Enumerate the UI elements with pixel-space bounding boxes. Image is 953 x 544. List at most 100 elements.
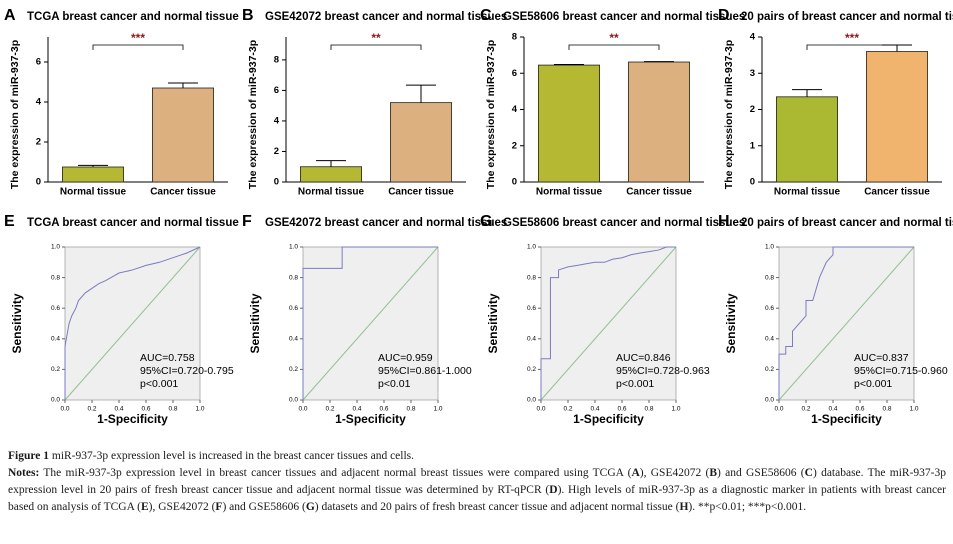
y-tick-label: 1.0 xyxy=(51,244,60,251)
roc-annotation: p<0.01 xyxy=(378,378,411,390)
x-tick-label: 1.0 xyxy=(909,406,918,413)
y-tick-label: 0 xyxy=(274,177,279,188)
notes-segment: D xyxy=(549,484,558,496)
panel-letter: H xyxy=(718,213,730,230)
x-tick-label: 0.6 xyxy=(855,406,864,413)
y-tick-label: 4 xyxy=(750,32,756,43)
roc-annotation: p<0.001 xyxy=(140,378,178,390)
y-tick-label: 0.8 xyxy=(527,274,536,281)
y-tick-label: 0 xyxy=(750,177,755,188)
error-bar xyxy=(792,89,822,97)
y-axis-label: The expression of miR-937-3p xyxy=(723,40,735,189)
caption-line: Figure 1 miR-937-3p expression level is … xyxy=(8,448,946,465)
significance-bracket xyxy=(92,44,184,50)
bar xyxy=(776,96,839,183)
y-tick-label: 4 xyxy=(274,115,280,126)
y-axis-label: The expression of miR-937-3p xyxy=(247,40,259,189)
roc-annotation: p<0.001 xyxy=(854,378,892,390)
panel-letter: G xyxy=(480,213,492,230)
y-axis-label: The expression of miR-937-3p xyxy=(9,40,21,189)
x-tick-label: 0.2 xyxy=(325,406,334,413)
notes-segment: G xyxy=(305,501,315,513)
y-axis-label: Sensitivity xyxy=(724,293,738,353)
x-tick-label: 1.0 xyxy=(671,406,680,413)
x-tick-label: 1.0 xyxy=(433,406,442,413)
y-tick-label: 0.8 xyxy=(289,274,298,281)
x-axis-label: 1-Specificity xyxy=(97,412,168,426)
y-tick-label: 0.0 xyxy=(51,397,60,404)
error-bar xyxy=(554,64,584,66)
significance-label: *** xyxy=(131,31,145,45)
y-tick-label: 6 xyxy=(36,57,41,68)
panel-letter: B xyxy=(242,7,254,24)
panel-letter: F xyxy=(242,213,252,230)
notes-segment: C xyxy=(804,467,813,479)
y-tick-label: 0.4 xyxy=(51,336,60,343)
notes: Notes: The miR-937-3p expression level i… xyxy=(8,465,946,516)
y-tick-label: 1 xyxy=(750,140,756,151)
error-bar xyxy=(78,164,108,167)
x-tick-label: 0.2 xyxy=(801,406,810,413)
notes-segment: F xyxy=(215,501,223,513)
x-axis-label: 1-Specificity xyxy=(811,412,882,426)
significance-label: *** xyxy=(845,31,859,45)
bar xyxy=(538,64,601,183)
roc-annotation: AUC=0.846 xyxy=(616,352,671,364)
y-tick-label: 0.0 xyxy=(289,397,298,404)
y-tick-label: 0 xyxy=(36,177,41,188)
y-tick-label: 1.0 xyxy=(527,244,536,251)
y-tick-label: 0.0 xyxy=(527,397,536,404)
significance-bracket xyxy=(806,44,898,50)
x-tick-label: 0.6 xyxy=(141,406,150,413)
x-tick-label: 0.4 xyxy=(828,406,837,413)
y-tick-label: 0.2 xyxy=(527,366,536,373)
x-tick-label: Normal tissue xyxy=(536,187,603,198)
reference-line xyxy=(302,246,439,401)
y-tick-label: 0.4 xyxy=(765,336,774,343)
y-tick-label: 1.0 xyxy=(765,244,774,251)
significance-label: ** xyxy=(609,31,619,45)
x-tick-label: 0.8 xyxy=(644,406,653,413)
notes-segment: ) and GSE58606 ( xyxy=(717,467,805,479)
x-tick-label: 0.6 xyxy=(617,406,626,413)
notes-segment: ), GSE42072 ( xyxy=(148,501,216,513)
roc-annotation: 95%CI=0.715-0.960 xyxy=(854,365,948,377)
roc-curve xyxy=(540,246,676,400)
x-tick-label: Normal tissue xyxy=(298,187,365,198)
y-tick-label: 6 xyxy=(274,85,279,96)
error-bar xyxy=(316,160,346,167)
significance-bracket xyxy=(568,44,660,50)
caption-text: miR-937-3p expression level is increased… xyxy=(51,450,415,462)
reference-line xyxy=(64,246,201,401)
notes-segment: ). High levels of miR-937-3p as a diagno… xyxy=(8,484,946,513)
reference-line xyxy=(540,246,677,401)
x-tick-label: 0.4 xyxy=(590,406,599,413)
bar xyxy=(151,87,214,183)
bar xyxy=(866,51,929,183)
notes-segment: H xyxy=(679,501,689,513)
y-tick-label: 0.6 xyxy=(527,305,536,312)
roc-curve xyxy=(64,246,201,400)
x-tick-label: 0.8 xyxy=(406,406,415,413)
significance-label: ** xyxy=(371,31,381,45)
roc-curve xyxy=(778,246,914,400)
notes-segment: Notes: xyxy=(8,467,40,479)
x-tick-label: 0.0 xyxy=(60,406,69,413)
bar xyxy=(389,102,452,183)
y-tick-label: 8 xyxy=(512,32,517,43)
notes-segment: The miR-937-3p expression level in breas… xyxy=(39,467,632,479)
roc-annotation: p<0.001 xyxy=(616,378,654,390)
x-tick-label: 0.0 xyxy=(298,406,307,413)
notes-segment: ), GSE42072 ( xyxy=(639,467,710,479)
x-tick-label: Cancer tissue xyxy=(388,187,454,198)
y-tick-label: 0.2 xyxy=(765,366,774,373)
caption: Figure 1 miR-937-3p expression level is … xyxy=(8,448,946,516)
panel-letter: D xyxy=(718,7,730,24)
panel-letter: A xyxy=(4,7,16,24)
notes-segment: E xyxy=(140,501,149,513)
panel-title: GSE58606 breast cancer and normal tissue… xyxy=(503,11,745,23)
x-tick-label: 0.8 xyxy=(882,406,891,413)
y-axis-label: Sensitivity xyxy=(248,293,262,353)
x-tick-label: 0.8 xyxy=(168,406,177,413)
